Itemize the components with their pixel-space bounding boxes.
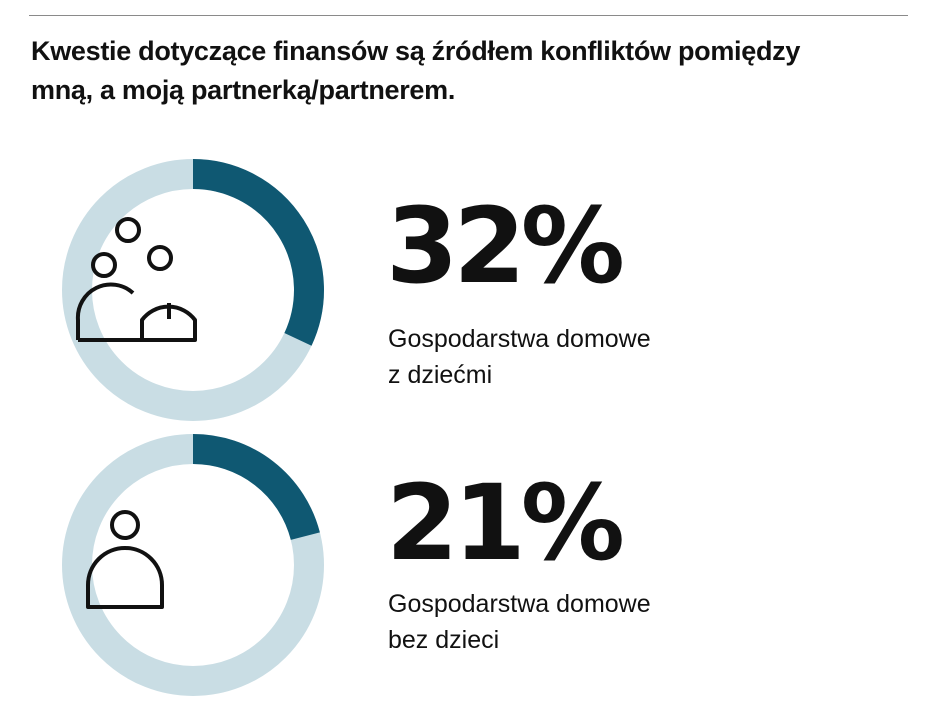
family-with-children-icon xyxy=(75,217,197,342)
donut-value-arc xyxy=(192,159,324,346)
stat-value: 21% xyxy=(386,462,625,584)
single-person-icon xyxy=(86,510,164,609)
stat-label-line-1: Gospodarstwa domowe xyxy=(388,325,651,353)
donut-svg xyxy=(62,434,324,696)
stat-label-line-1: Gospodarstwa domowe xyxy=(388,590,651,618)
headline-line-1: Kwestie dotyczące finansów są źródłem ko… xyxy=(31,36,801,66)
donut-svg xyxy=(62,159,324,421)
chart-headline: Kwestie dotyczące finansów są źródłem ko… xyxy=(31,32,891,110)
headline-line-2: mną, a moją partnerką/partnerem. xyxy=(31,75,456,105)
stat-value: 32% xyxy=(386,185,625,307)
stat-label-line-2: bez dzieci xyxy=(388,626,500,654)
top-divider xyxy=(29,15,908,16)
stat-households-without-children: 21% Gospodarstwa domowe bez dzieci xyxy=(0,430,932,700)
stat-label: Gospodarstwa domowe bez dzieci xyxy=(388,586,808,658)
donut-value-arc xyxy=(192,434,320,541)
stat-households-with-children: 32% Gospodarstwa domowe z dziećmi xyxy=(0,155,932,425)
donut-chart-households-with-children xyxy=(58,155,328,425)
stat-label: Gospodarstwa domowe z dziećmi xyxy=(388,321,808,393)
stat-label-line-2: z dziećmi xyxy=(388,361,493,389)
donut-chart-households-without-children xyxy=(58,430,328,700)
